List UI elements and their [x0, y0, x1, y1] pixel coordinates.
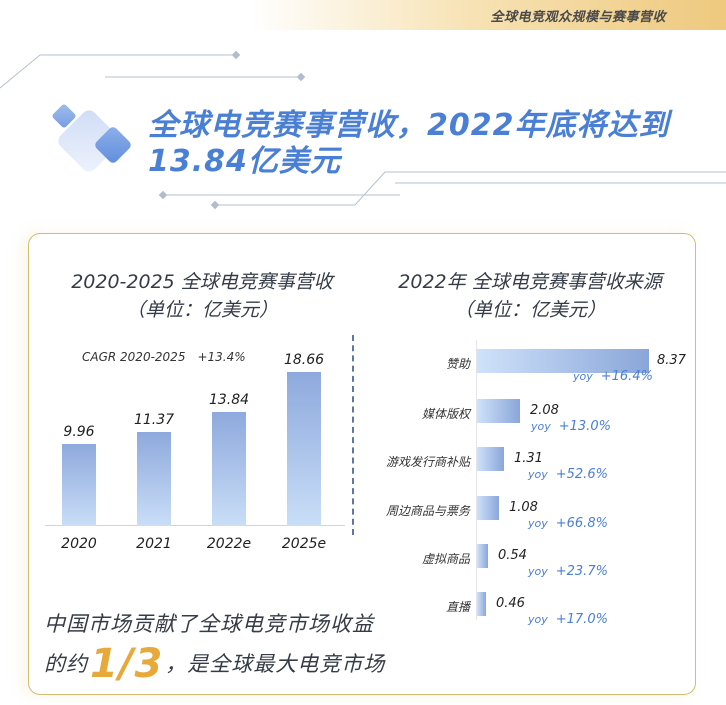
yoy-value: +16.4% — [600, 369, 653, 384]
right-title-line2: （单位：亿美元） — [453, 299, 606, 321]
source-value: 8.37 — [657, 353, 686, 368]
cagr-value: +13.4% — [197, 350, 246, 364]
yoy-tag: yoy — [528, 565, 548, 578]
yoy-value: +17.0% — [555, 612, 608, 627]
bar-fill — [287, 372, 321, 526]
bar-fill — [137, 432, 171, 526]
bar-value-label: 11.37 — [133, 412, 175, 428]
source-row: 周边商品与票务 1.08 yoy +66.8% — [360, 494, 690, 542]
cagr-label: CAGR 2020-2025 — [82, 350, 186, 364]
bar-fill — [212, 412, 246, 526]
source-value: 0.54 — [498, 548, 527, 563]
source-row: 赞助 8.37 yoy +16.4% — [360, 347, 690, 395]
source-value: 1.08 — [509, 500, 538, 515]
bar-value-label: 13.84 — [208, 392, 250, 408]
yoy-tag: yoy — [528, 613, 548, 626]
bottom-line2: 的约1/3，是全球最大电竞市场 — [44, 644, 385, 684]
x-tick-label: 2022e — [206, 536, 252, 552]
source-row: 直播 0.46 yoy +17.0% — [360, 590, 690, 638]
bar-fill — [62, 444, 96, 526]
headline-line2: 13.84亿美元 — [148, 144, 341, 179]
bar-2022e: 13.84 — [209, 392, 249, 526]
right-chart-title: 2022年 全球电竞赛事营收来源 （单位：亿美元） — [370, 268, 690, 324]
source-bar — [477, 496, 499, 520]
x-tick-label: 2021 — [136, 536, 172, 552]
yoy-tag: yoy — [573, 370, 593, 383]
revenue-source-bar-chart: 赞助 8.37 yoy +16.4% 媒体版权 2.08 yoy +13.0% 游戏发行商补贴 1… — [360, 340, 690, 630]
source-row: 虚拟商品 0.54 yoy +23.7% — [360, 542, 690, 590]
left-title-line1: 2020-2025 全球电竞赛事营收 — [71, 271, 333, 293]
source-label: 虚拟商品 — [421, 552, 470, 566]
bar-value-label: 9.96 — [63, 424, 95, 440]
dashed-divider — [352, 335, 354, 535]
source-bar — [477, 349, 649, 373]
yoy-tag: yoy — [531, 420, 551, 433]
bottom-line1: 中国市场贡献了全球电竞市场收益 — [44, 612, 374, 636]
bottom-line2-pre: 的约 — [44, 652, 88, 676]
source-label: 赞助 — [445, 357, 470, 371]
bar-2020: 9.96 — [62, 424, 96, 526]
x-tick-label: 2020 — [61, 536, 97, 552]
bottom-line2-post: ，是全球最大电竞市场 — [165, 652, 386, 676]
bottom-statement: 中国市场贡献了全球电竞市场收益 的约1/3，是全球最大电竞市场 — [44, 604, 385, 684]
source-row: 游戏发行商补贴 1.31 yoy +52.6% — [360, 445, 690, 493]
yoy-tag: yoy — [528, 517, 548, 530]
yoy-value: +23.7% — [555, 564, 608, 579]
y-axis-line — [476, 340, 477, 620]
source-value: 2.08 — [530, 403, 559, 418]
yoy-value: +66.8% — [555, 516, 608, 531]
banner-title: 全球电竞观众规模与赛事营收 — [490, 10, 666, 25]
yoy-growth: yoy +52.6% — [528, 467, 608, 482]
yoy-value: +13.0% — [558, 419, 611, 434]
source-row: 媒体版权 2.08 yoy +13.0% — [360, 397, 690, 445]
source-value: 1.31 — [514, 451, 543, 466]
yoy-growth: yoy +16.4% — [573, 369, 653, 384]
yoy-growth: yoy +23.7% — [528, 564, 608, 579]
top-banner: 全球电竞观众规模与赛事营收 — [250, 0, 726, 30]
one-third-highlight: 1/3 — [90, 641, 164, 687]
source-label: 直播 — [445, 600, 470, 614]
yoy-tag: yoy — [528, 468, 548, 481]
source-label: 媒体版权 — [421, 407, 470, 421]
source-label: 周边商品与票务 — [385, 504, 470, 518]
yoy-growth: yoy +13.0% — [531, 419, 611, 434]
cagr-annotation: CAGR 2020-2025 +13.4% — [82, 350, 246, 364]
bar-2025e: 18.66 — [284, 352, 324, 526]
yoy-growth: yoy +66.8% — [528, 516, 608, 531]
x-axis-baseline — [45, 525, 345, 526]
x-tick-label: 2025e — [281, 536, 327, 552]
right-title-line1: 2022年 全球电竞赛事营收来源 — [398, 271, 662, 293]
yoy-value: +52.6% — [555, 467, 608, 482]
revenue-bar-chart: 9.96 2020 11.37 2021 13.84 2022e 18.66 2025e — [45, 352, 345, 560]
source-bar — [477, 592, 486, 616]
source-bar — [477, 447, 504, 471]
source-label: 游戏发行商补贴 — [385, 455, 470, 469]
headline-line1: 全球电竞赛事营收，2022年底将达到 — [148, 108, 670, 143]
headline: 全球电竞赛事营收，2022年底将达到 13.84亿美元 — [148, 108, 670, 180]
bar-value-label: 18.66 — [283, 352, 325, 368]
yoy-growth: yoy +17.0% — [528, 612, 608, 627]
source-value: 0.46 — [496, 596, 525, 611]
source-bar — [477, 399, 520, 423]
source-bar — [477, 544, 488, 568]
left-title-line2: （单位：亿美元） — [125, 299, 278, 321]
diamond-logo-icon — [52, 104, 131, 172]
left-chart-title: 2020-2025 全球电竞赛事营收 （单位：亿美元） — [52, 268, 352, 324]
bar-2021: 11.37 — [134, 412, 174, 526]
